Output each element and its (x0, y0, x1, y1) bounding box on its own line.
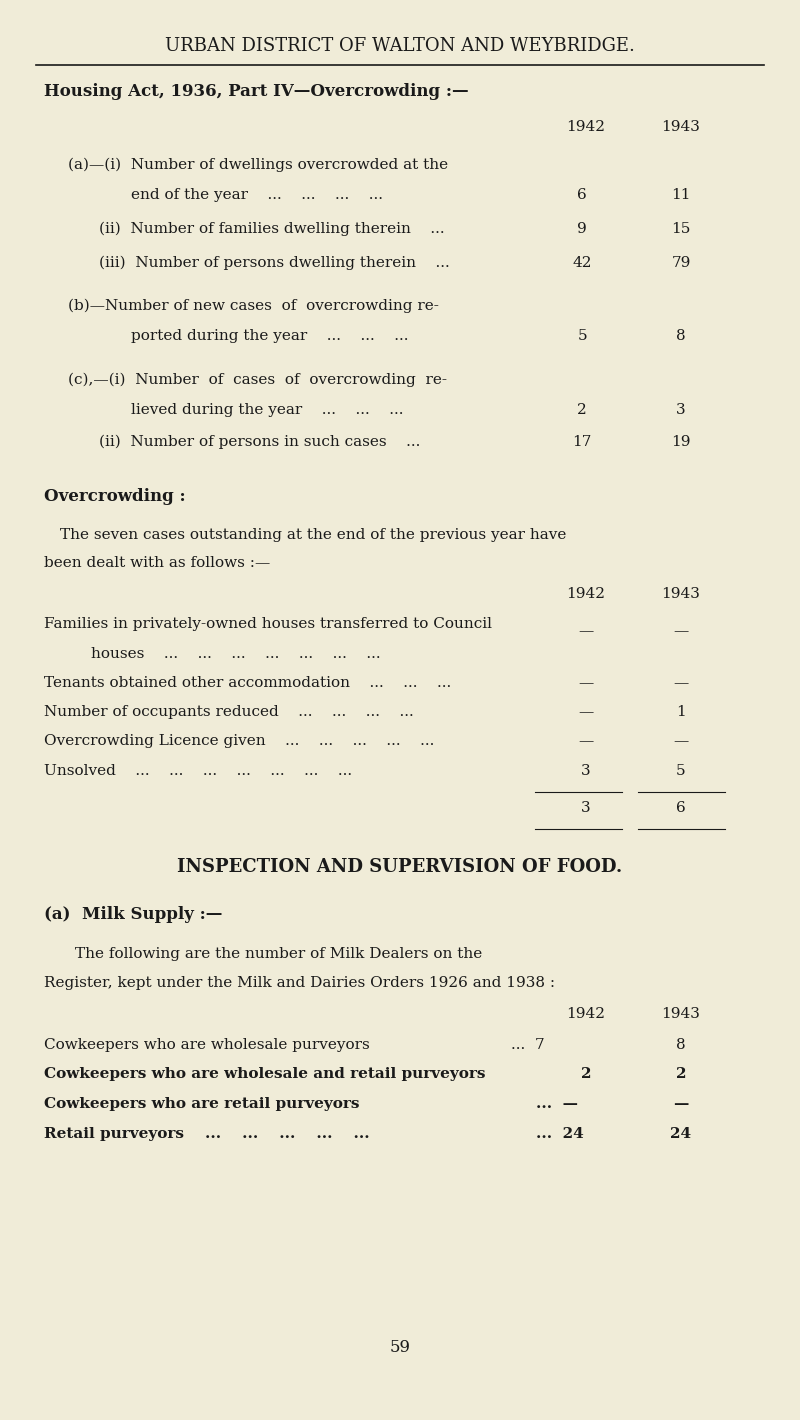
Text: Housing Act, 1936, Part IV—Overcrowding :—: Housing Act, 1936, Part IV—Overcrowding … (44, 82, 468, 99)
Text: Register, kept under the Milk and Dairies Orders 1926 and 1938 :: Register, kept under the Milk and Dairie… (44, 976, 555, 990)
Text: lieved during the year    ...    ...    ...: lieved during the year ... ... ... (131, 402, 403, 416)
Text: 3: 3 (676, 402, 686, 416)
Text: (a)—(i)  Number of dwellings overcrowded at the: (a)—(i) Number of dwellings overcrowded … (67, 158, 448, 172)
Text: 17: 17 (572, 435, 592, 449)
Text: houses    ...    ...    ...    ...    ...    ...    ...: houses ... ... ... ... ... ... ... (91, 646, 381, 660)
Text: Overcrowding :: Overcrowding : (44, 488, 186, 506)
Text: Families in privately-owned houses transferred to Council: Families in privately-owned houses trans… (44, 618, 492, 630)
Text: —: — (674, 1098, 689, 1110)
Text: 1943: 1943 (662, 588, 701, 602)
Text: (iii)  Number of persons dwelling therein    ...: (iii) Number of persons dwelling therein… (99, 256, 450, 270)
Text: Retail purveyors    ...    ...    ...    ...    ...: Retail purveyors ... ... ... ... ... (44, 1126, 370, 1140)
Text: 1943: 1943 (662, 121, 701, 135)
Text: 2: 2 (578, 402, 587, 416)
Text: Cowkeepers who are wholesale purveyors: Cowkeepers who are wholesale purveyors (44, 1038, 370, 1052)
Text: 1: 1 (676, 704, 686, 719)
Text: ported during the year    ...    ...    ...: ported during the year ... ... ... (131, 329, 408, 344)
Text: —: — (674, 734, 689, 748)
Text: 1943: 1943 (662, 1007, 701, 1021)
Text: 6: 6 (676, 801, 686, 815)
Text: 8: 8 (676, 329, 686, 344)
Text: Unsolved    ...    ...    ...    ...    ...    ...    ...: Unsolved ... ... ... ... ... ... ... (44, 764, 352, 778)
Text: 19: 19 (671, 435, 690, 449)
Text: 2: 2 (581, 1068, 591, 1082)
Text: —: — (578, 625, 594, 638)
Text: 24: 24 (670, 1126, 692, 1140)
Text: 5: 5 (676, 764, 686, 778)
Text: —: — (578, 734, 594, 748)
Text: ...  24: ... 24 (536, 1126, 584, 1140)
Text: INSPECTION AND SUPERVISION OF FOOD.: INSPECTION AND SUPERVISION OF FOOD. (178, 858, 622, 876)
Text: (ii)  Number of families dwelling therein    ...: (ii) Number of families dwelling therein… (99, 222, 445, 236)
Text: 1942: 1942 (566, 121, 606, 135)
Text: (b)—Number of new cases  of  overcrowding re-: (b)—Number of new cases of overcrowding … (67, 300, 438, 314)
Text: end of the year    ...    ...    ...    ...: end of the year ... ... ... ... (131, 187, 383, 202)
Text: 2: 2 (676, 1068, 686, 1082)
Text: 1942: 1942 (566, 588, 606, 602)
Text: 3: 3 (582, 764, 591, 778)
Text: (ii)  Number of persons in such cases    ...: (ii) Number of persons in such cases ... (99, 435, 421, 449)
Text: —: — (578, 676, 594, 690)
Text: Number of occupants reduced    ...    ...    ...    ...: Number of occupants reduced ... ... ... … (44, 704, 414, 719)
Text: (a)  Milk Supply :—: (a) Milk Supply :— (44, 906, 222, 923)
Text: —: — (674, 676, 689, 690)
Text: 11: 11 (671, 187, 690, 202)
Text: The seven cases outstanding at the end of the previous year have: The seven cases outstanding at the end o… (59, 528, 566, 542)
Text: ...  7: ... 7 (511, 1038, 545, 1052)
Text: Cowkeepers who are retail purveyors: Cowkeepers who are retail purveyors (44, 1098, 359, 1110)
Text: 8: 8 (676, 1038, 686, 1052)
Text: 79: 79 (671, 256, 690, 270)
Text: 15: 15 (671, 222, 690, 236)
Text: 3: 3 (582, 801, 591, 815)
Text: Tenants obtained other accommodation    ...    ...    ...: Tenants obtained other accommodation ...… (44, 676, 451, 690)
Text: —: — (578, 704, 594, 719)
Text: The following are the number of Milk Dealers on the: The following are the number of Milk Dea… (75, 947, 482, 961)
Text: 1942: 1942 (566, 1007, 606, 1021)
Text: ...  —: ... — (536, 1098, 578, 1110)
Text: 5: 5 (578, 329, 587, 344)
Text: been dealt with as follows :—: been dealt with as follows :— (44, 557, 270, 571)
Text: 42: 42 (572, 256, 592, 270)
Text: (c),—(i)  Number  of  cases  of  overcrowding  re-: (c),—(i) Number of cases of overcrowding… (67, 372, 446, 386)
Text: 6: 6 (578, 187, 587, 202)
Text: Cowkeepers who are wholesale and retail purveyors: Cowkeepers who are wholesale and retail … (44, 1068, 486, 1082)
Text: Overcrowding Licence given    ...    ...    ...    ...    ...: Overcrowding Licence given ... ... ... .… (44, 734, 434, 748)
Text: —: — (674, 625, 689, 638)
Text: 59: 59 (390, 1339, 410, 1356)
Text: URBAN DISTRICT OF WALTON AND WEYBRIDGE.: URBAN DISTRICT OF WALTON AND WEYBRIDGE. (165, 37, 635, 55)
Text: 9: 9 (578, 222, 587, 236)
